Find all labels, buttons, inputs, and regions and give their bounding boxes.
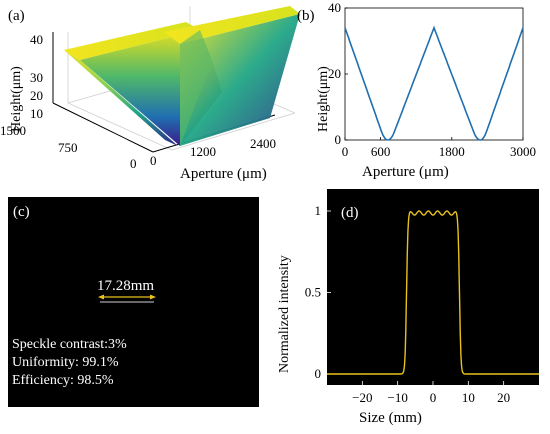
panel-a: (a) 40 30 20 [0,6,300,182]
panel-d-line [327,210,539,375]
panel-a-y-tick: 0 [130,156,137,171]
panel-d-x-tick: 10 [462,390,475,405]
panel-c-uniformity: Uniformity: 99.1% [12,355,119,370]
panel-d-xlabel: Size (mm) [359,410,422,426]
panel-b-y-tick: 0 [335,132,342,147]
panel-d: (d) −20 −10 0 10 20 0 0.5 1 Normalized intensit… [277,189,539,426]
panel-a-z-tick: 20 [30,88,43,103]
panel-b-xlabel: Aperture (μm) [362,164,449,180]
panel-a-x-tick: 0 [150,153,157,168]
panel-d-x-tick: 20 [497,390,510,405]
panel-b-ylabel: Height(μm) [316,66,331,132]
panel-d-x-tick: −10 [387,390,407,405]
panel-a-z-tick: 40 [30,32,43,47]
panel-a-y-ticks: 1500 750 0 [0,123,137,171]
panel-d-label: (d) [341,205,359,221]
panel-a-zlabel: Height(μm) [9,66,24,132]
panel-a-xlabel: Aperture (μm) [180,166,267,182]
panel-a-x-tick: 1200 [190,144,216,159]
panel-b-y-tick: 20 [328,66,341,81]
panel-b-label: (b) [297,8,315,24]
panel-b: (b) 0 600 1800 3000 0 20 40 Height(μm) Apertur… [297,0,536,180]
panel-b-y-tick: 40 [328,0,341,15]
panel-c: (c) 17.28mm Speckle contrast:3% Uniformi… [8,197,259,407]
panel-b-x-tick: 0 [342,144,349,159]
panel-d-x-tick: 0 [430,390,437,405]
panel-b-x-tick: 1800 [439,144,465,159]
panel-d-y-tick: 0 [315,366,322,381]
panel-d-ticks: −20 −10 0 10 20 0 0.5 1 [305,203,510,405]
panel-d-plot-area [327,189,539,385]
panel-d-ylabel: Normalized intensity [277,255,292,373]
panel-c-dimension: 17.28mm [97,278,154,294]
panel-b-x-tick: 600 [371,144,391,159]
panel-c-efficiency: Efficiency: 98.5% [12,373,114,388]
panel-b-line [344,25,524,141]
panel-c-dimension-arrow [98,294,156,303]
panel-c-speckle: Speckle contrast:3% [12,337,127,352]
panel-a-z-tick: 30 [30,70,43,85]
panel-a-z-ticks: 40 30 20 10 [30,32,43,121]
panel-a-x-ticks: 0 1200 2400 [150,136,276,168]
panel-a-z-tick: 10 [30,106,43,121]
panel-b-ticks: 0 600 1800 3000 0 20 40 [328,0,536,159]
panel-a-x-tick: 2400 [250,136,276,151]
panel-d-y-tick: 1 [315,203,322,218]
panel-a-surface [64,6,300,146]
panel-b-x-tick: 3000 [510,144,536,159]
panel-d-x-tick: −20 [352,390,372,405]
panel-c-label: (c) [13,204,30,220]
panel-a-label: (a) [8,8,25,24]
panel-d-y-tick: 0.5 [305,285,321,300]
panel-a-y-tick: 750 [58,140,78,155]
panel-a-y-tick: 1500 [0,123,26,138]
